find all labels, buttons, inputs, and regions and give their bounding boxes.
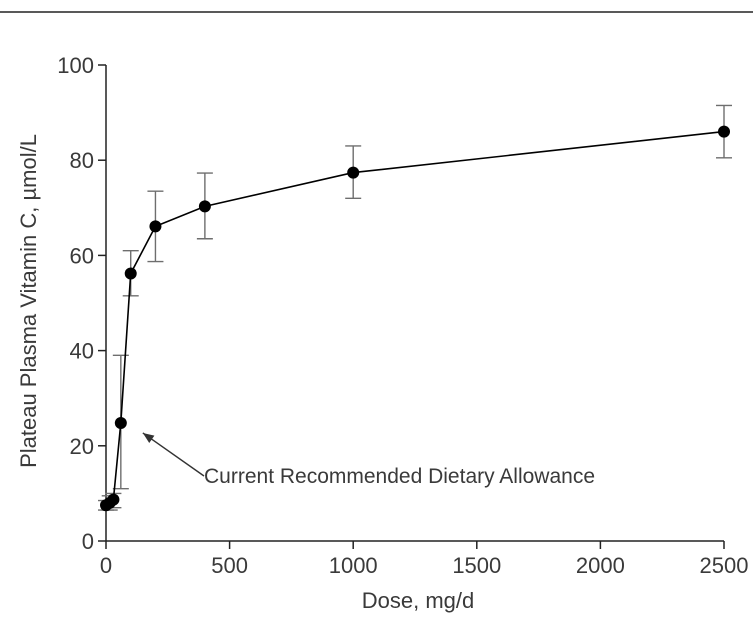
x-axis-title: Dose, mg/d — [362, 588, 475, 613]
x-tick-label: 1500 — [452, 553, 501, 578]
y-tick-label: 100 — [57, 53, 94, 78]
y-tick-label: 40 — [70, 339, 94, 364]
x-tick-label: 2500 — [700, 553, 749, 578]
y-tick-label: 60 — [70, 243, 94, 268]
x-tick-label: 0 — [100, 553, 112, 578]
y-axis-title: Plateau Plasma Vitamin C, µmol/L — [16, 134, 41, 468]
x-tick-label: 1000 — [329, 553, 378, 578]
y-tick-label: 20 — [70, 434, 94, 459]
data-markers — [100, 125, 730, 512]
series-line-group — [105, 130, 725, 506]
data-point — [198, 200, 211, 213]
x-tick-label: 500 — [211, 553, 248, 578]
data-point — [107, 493, 120, 506]
annotation-arrow-group — [142, 432, 205, 477]
x-tick-label: 2000 — [576, 553, 625, 578]
annotation-arrow-head — [142, 432, 155, 443]
y-tick-label: 0 — [82, 529, 94, 554]
axes — [105, 65, 724, 542]
data-point — [347, 166, 360, 179]
data-point — [149, 220, 162, 233]
data-point — [124, 267, 137, 280]
data-point — [718, 125, 730, 138]
annotation-label: Current Recommended Dietary Allowance — [204, 465, 595, 488]
data-point — [114, 416, 127, 429]
series-line — [105, 130, 725, 506]
x-axis-ticks: 0 500 1000 1500 2000 2500 — [100, 541, 749, 578]
y-axis-ticks: 0 20 40 60 80 100 — [57, 53, 106, 554]
y-tick-label: 80 — [70, 148, 94, 173]
annotation-arrow-line — [142, 432, 205, 477]
